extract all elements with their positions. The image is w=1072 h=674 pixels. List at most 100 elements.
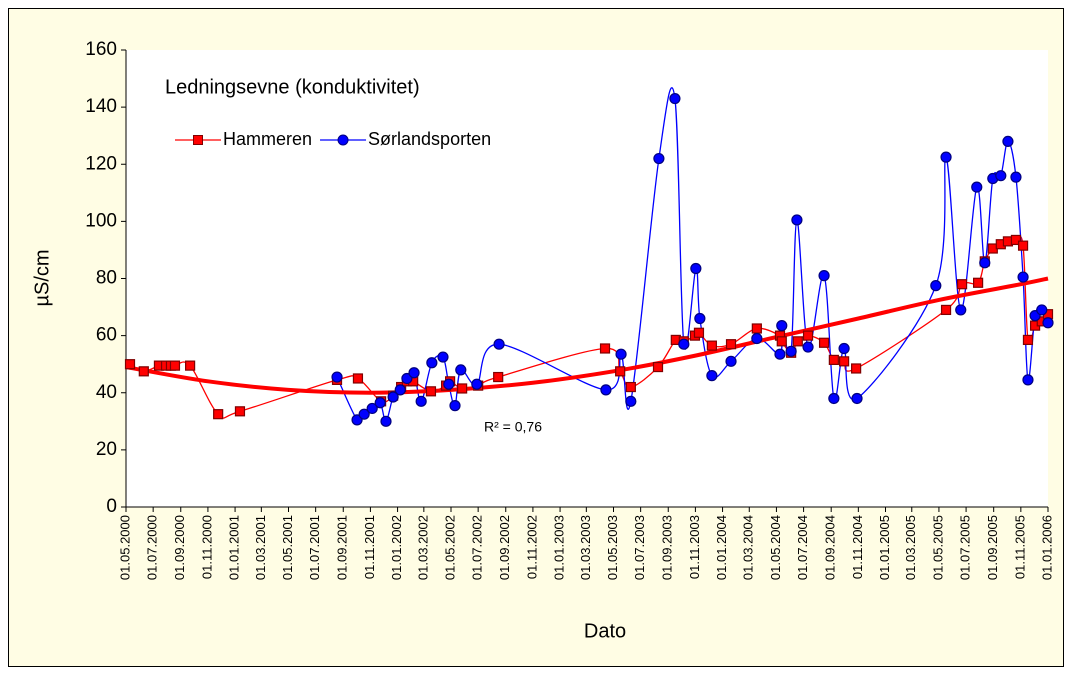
- x-tick-label: 01.01.2002: [389, 515, 404, 580]
- marker: [387, 391, 399, 403]
- marker: [839, 356, 850, 367]
- x-tick-label: 01.05.2000: [117, 515, 132, 580]
- marker: [995, 170, 1007, 182]
- marker: [1010, 171, 1022, 183]
- trendline: [125, 276, 1049, 395]
- y-tick-label: 20: [96, 439, 117, 460]
- legend-marker: [193, 135, 203, 145]
- x-tick-label: 01.03.2001: [253, 515, 268, 580]
- marker: [443, 378, 455, 390]
- marker: [776, 336, 787, 347]
- marker: [625, 381, 636, 393]
- x-tick-label: 01.03.2003: [578, 515, 593, 580]
- x-tick-label: 01.03.2005: [903, 515, 918, 580]
- x-tick-label: 01.01.2006: [1039, 515, 1054, 580]
- marker: [940, 151, 952, 163]
- marker: [599, 343, 611, 354]
- marker: [493, 338, 505, 350]
- x-tick-label: 01.07.2004: [795, 515, 810, 580]
- x-tick-label: 01.11.2005: [1012, 515, 1027, 579]
- marker: [124, 359, 136, 370]
- marker: [851, 392, 863, 405]
- marker: [669, 92, 681, 105]
- marker: [1022, 374, 1034, 386]
- x-tick-label: 01.05.2002: [442, 515, 457, 580]
- x-tick-label: 01.07.2005: [958, 515, 973, 580]
- x-tick-label: 01.07.2001: [307, 515, 322, 580]
- x-tick-label: 01.09.2000: [172, 515, 187, 580]
- marker: [838, 342, 850, 355]
- marker: [802, 330, 814, 341]
- y-tick-label: 60: [96, 325, 117, 346]
- marker: [1036, 304, 1048, 316]
- y-tick-label: 40: [96, 382, 117, 403]
- marker: [169, 360, 181, 371]
- marker: [351, 414, 363, 426]
- chart-title: Ledningsevne (konduktivitet): [165, 76, 420, 98]
- x-tick-label: 01.05.2001: [280, 515, 295, 580]
- x-tick-label: 01.09.2005: [985, 515, 1000, 580]
- legend-marker: [337, 134, 349, 146]
- legend-label: Hammeren: [223, 129, 312, 149]
- plot-area: [126, 50, 1048, 507]
- marker: [979, 257, 991, 269]
- x-tick-label: 01.01.2001: [227, 515, 242, 580]
- marker: [690, 262, 702, 275]
- marker: [425, 386, 437, 397]
- marker: [1017, 271, 1029, 283]
- x-tick-label: 01.01.2003: [552, 515, 567, 580]
- marker: [818, 337, 830, 348]
- marker: [1010, 234, 1022, 246]
- marker: [471, 378, 483, 390]
- marker: [1022, 334, 1034, 346]
- marker: [457, 383, 468, 394]
- marker: [791, 214, 803, 226]
- marker: [955, 304, 967, 316]
- x-tick-label: 01.09.2003: [660, 515, 675, 580]
- y-tick-label: 140: [85, 96, 117, 117]
- marker: [1002, 135, 1014, 147]
- y-tick-label: 160: [85, 39, 117, 60]
- marker: [455, 364, 467, 376]
- x-tick-label: 01.03.2002: [415, 515, 430, 580]
- marker: [956, 279, 968, 290]
- marker: [930, 280, 942, 292]
- marker: [706, 370, 718, 382]
- marker: [401, 372, 413, 385]
- x-tick-label: 01.05.2005: [930, 515, 945, 580]
- marker: [693, 327, 705, 338]
- x-tick-label: 01.09.2004: [823, 515, 838, 580]
- marker: [818, 270, 830, 282]
- x-tick-label: 01.07.2002: [470, 515, 485, 580]
- marker: [234, 406, 246, 417]
- y-axis-label: µS/cm: [31, 249, 53, 306]
- marker: [828, 392, 840, 405]
- x-tick-label: 01.07.2003: [632, 515, 647, 580]
- x-axis-label: Dato: [584, 620, 626, 642]
- marker: [774, 348, 786, 360]
- marker: [1042, 317, 1054, 329]
- marker: [408, 367, 420, 379]
- x-tick-label: 01.01.2004: [714, 515, 729, 580]
- x-tick-label: 01.09.2002: [497, 515, 512, 580]
- x-tick-label: 01.09.2001: [335, 515, 350, 580]
- x-tick-label: 01.11.2004: [850, 515, 865, 579]
- x-tick-label: 01.07.2000: [145, 515, 160, 580]
- marker: [725, 339, 737, 350]
- y-tick-label: 80: [96, 268, 117, 289]
- marker: [185, 360, 196, 371]
- marker: [426, 357, 438, 369]
- marker: [706, 340, 717, 351]
- y-tick-label: 120: [85, 153, 117, 174]
- marker: [751, 332, 763, 345]
- marker: [138, 366, 149, 377]
- marker: [802, 341, 814, 353]
- marker: [1017, 240, 1029, 251]
- marker: [600, 384, 612, 396]
- x-tick-label: 01.11.2003: [687, 515, 702, 579]
- marker: [792, 336, 803, 347]
- marker: [374, 397, 386, 409]
- marker: [652, 361, 664, 373]
